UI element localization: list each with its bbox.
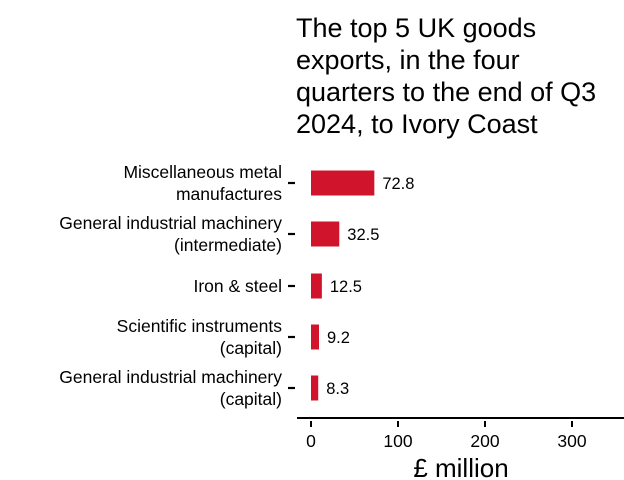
bar [311,170,375,196]
category-label: General industrial machinery [59,213,282,233]
x-tick-label: 0 [306,431,316,451]
bar [311,375,319,401]
category-label: Iron & steel [193,276,282,296]
chart-title-line: exports, in the four [296,45,520,75]
chart-title-line: The top 5 UK goods [296,13,536,43]
bar [311,324,320,350]
data-label: 8.3 [326,380,349,398]
data-label: 72.8 [382,175,414,193]
category-label: manufactures [176,184,282,204]
data-label: 12.5 [330,278,362,296]
bar [311,273,322,299]
x-tick-label: 200 [470,431,499,451]
category-label: Miscellaneous metal [123,162,282,182]
category-label: General industrial machinery [59,367,282,387]
data-labels: 72.8 32.5 12.5 9.2 8.3 [326,175,414,398]
x-axis-ticks: 0 100 200 300 [306,421,587,451]
chart-title-line: 2024, to Ivory Coast [296,109,538,139]
bar [311,221,340,247]
x-tick-label: 300 [557,431,586,451]
category-label: Scientific instruments [117,316,283,336]
category-label: (capital) [220,338,282,358]
data-label: 32.5 [347,226,379,244]
chart-title-line: quarters to the end of Q3 [296,77,596,107]
x-tick-label: 100 [383,431,412,451]
bars [311,170,375,401]
y-axis-ticks [288,181,295,390]
data-label: 9.2 [327,329,350,347]
category-label: (intermediate) [174,235,282,255]
x-axis-label: £ million [413,453,508,480]
category-label: (capital) [220,389,282,409]
